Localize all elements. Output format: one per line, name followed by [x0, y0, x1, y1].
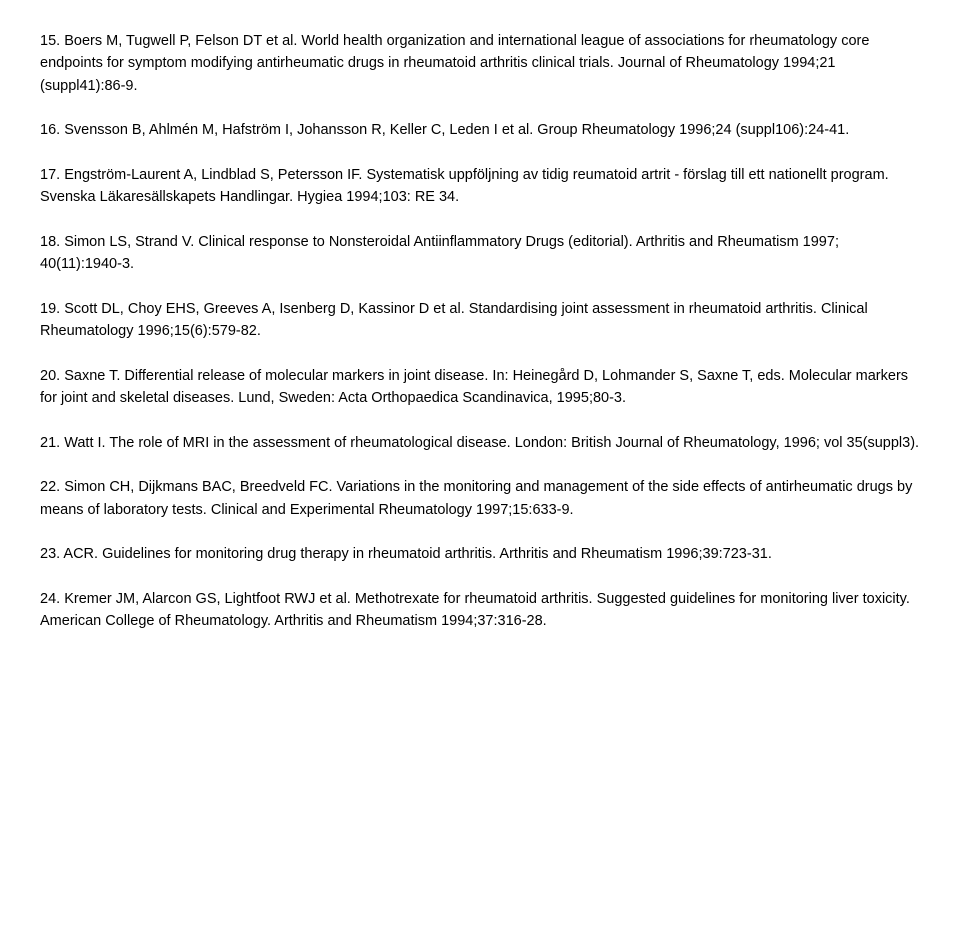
reference-item: 21. Watt I. The role of MRI in the asses… — [40, 432, 920, 454]
reference-text: Svensson B, Ahlmén M, Hafström I, Johans… — [64, 122, 849, 138]
reference-number: 17. — [40, 167, 60, 183]
reference-text: Saxne T. Differential release of molecul… — [40, 368, 908, 406]
reference-text: ACR. Guidelines for monitoring drug ther… — [63, 546, 771, 562]
reference-item: 16. Svensson B, Ahlmén M, Hafström I, Jo… — [40, 119, 920, 141]
reference-item: 24. Kremer JM, Alarcon GS, Lightfoot RWJ… — [40, 588, 920, 633]
reference-text: Simon CH, Dijkmans BAC, Breedveld FC. Va… — [40, 479, 912, 517]
reference-number: 21. — [40, 435, 60, 451]
reference-number: 18. — [40, 234, 60, 250]
reference-number: 19. — [40, 301, 60, 317]
reference-number: 24. — [40, 591, 60, 607]
reference-item: 18. Simon LS, Strand V. Clinical respons… — [40, 231, 920, 276]
reference-number: 15. — [40, 33, 60, 49]
reference-number: 22. — [40, 479, 60, 495]
reference-number: 20. — [40, 368, 60, 384]
reference-item: 19. Scott DL, Choy EHS, Greeves A, Isenb… — [40, 298, 920, 343]
reference-text: Watt I. The role of MRI in the assessmen… — [64, 435, 919, 451]
reference-text: Kremer JM, Alarcon GS, Lightfoot RWJ et … — [40, 591, 910, 629]
reference-text: Engström-Laurent A, Lindblad S, Petersso… — [40, 167, 889, 205]
reference-item: 20. Saxne T. Differential release of mol… — [40, 365, 920, 410]
reference-item: 23. ACR. Guidelines for monitoring drug … — [40, 543, 920, 565]
reference-text: Boers M, Tugwell P, Felson DT et al. Wor… — [40, 33, 869, 94]
reference-item: 22. Simon CH, Dijkmans BAC, Breedveld FC… — [40, 476, 920, 521]
reference-text: Simon LS, Strand V. Clinical response to… — [40, 234, 839, 272]
reference-item: 17. Engström-Laurent A, Lindblad S, Pete… — [40, 164, 920, 209]
reference-list: 15. Boers M, Tugwell P, Felson DT et al.… — [40, 30, 920, 632]
reference-number: 16. — [40, 122, 60, 138]
reference-item: 15. Boers M, Tugwell P, Felson DT et al.… — [40, 30, 920, 97]
reference-text: Scott DL, Choy EHS, Greeves A, Isenberg … — [40, 301, 868, 339]
reference-number: 23. — [40, 546, 60, 562]
